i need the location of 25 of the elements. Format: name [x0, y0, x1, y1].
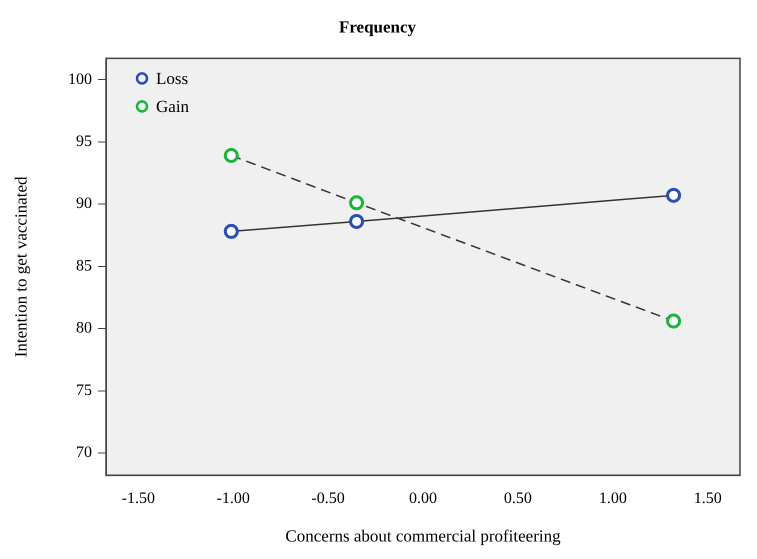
point	[666, 188, 682, 203]
legend-label: Gain	[156, 96, 190, 116]
x-axis-title: Concerns about commercial profiteering	[285, 526, 562, 546]
x-tick-label: 0.50	[504, 490, 532, 508]
chart-title: Frequency	[338, 18, 417, 37]
y-tick-label: 95	[76, 133, 92, 150]
x-tick-label: 0.00	[409, 490, 437, 508]
point	[224, 224, 239, 239]
point	[349, 195, 364, 210]
y-tick-label: 90	[76, 195, 92, 212]
x-tick-label: 1.50	[694, 490, 722, 508]
y-tick-label: 80	[76, 320, 92, 337]
x-tick-label: -1.50	[122, 490, 155, 508]
legend-label: Loss	[156, 68, 188, 88]
x-tick-label: -1.00	[216, 490, 250, 508]
x-tick-label: 1.00	[598, 490, 627, 508]
x-tick-label: -0.50	[311, 490, 345, 508]
point	[224, 148, 239, 163]
y-tick-label: 85	[76, 257, 92, 274]
point	[666, 314, 682, 329]
y-tick-label: 75	[76, 382, 92, 399]
point	[349, 214, 364, 229]
y-axis-title: Intention to get vaccinated	[12, 176, 31, 358]
y-tick-label: 100	[68, 70, 92, 88]
y-tick-label: 70	[76, 444, 92, 462]
